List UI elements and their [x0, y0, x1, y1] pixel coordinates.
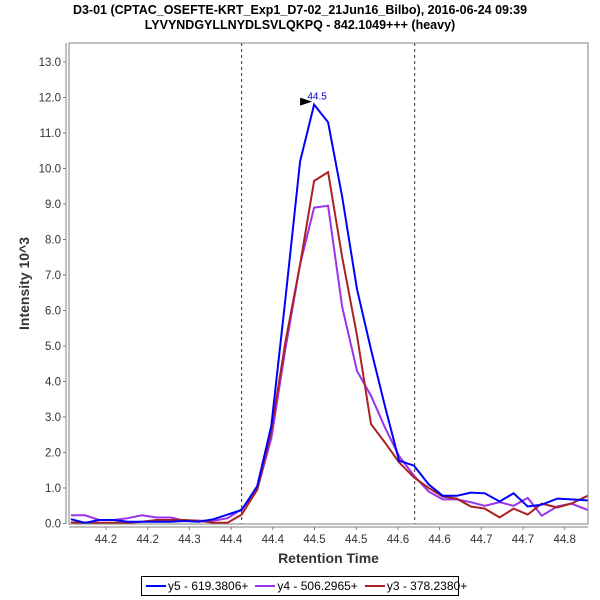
- legend: y5 - 619.3806+ y4 - 506.2965+ y3 - 378.238…: [141, 576, 467, 596]
- x-tick-label: 44.6: [428, 534, 450, 546]
- chart-title-line-2: LYVYNDGYLLNYDLSVLQKPQ - 842.1049+++ (hea…: [144, 18, 456, 32]
- legend-item-1: y5 - 619.3806+: [146, 579, 248, 593]
- legend-label: y5 - 619.3806+: [168, 579, 249, 593]
- legend-item-3: y3 - 378.2380+: [364, 579, 468, 593]
- retention-markers: [241, 43, 416, 524]
- x-tick-label: 44.2: [137, 534, 159, 546]
- x-axis-title: Retention Time: [278, 550, 379, 566]
- x-tick-label: 44.5: [345, 534, 367, 546]
- plot-area-frame: [68, 42, 589, 525]
- x-tick-label: 44.6: [387, 534, 409, 546]
- y-tick-label: 13.0: [39, 57, 61, 69]
- x-tick-label: 44.7: [470, 534, 492, 546]
- x-tick-label: 44.4: [262, 534, 285, 546]
- peak-annotation: 44.5: [300, 92, 327, 106]
- legend-label: y3 - 378.2380+: [386, 579, 468, 593]
- legend-swatch: [255, 585, 276, 587]
- chromatogram-chart: 0.0 1.0 2.0 3.0 4.0 5.0 6.0 7.0 8.0 9.0 10.0 11.0 12…: [16, 42, 589, 566]
- legend-swatch: [146, 585, 166, 587]
- y-tick-label: 11.0: [39, 128, 61, 140]
- y-axis: 0.0 1.0 2.0 3.0 4.0 5.0 6.0 7.0 8.0 9.0 10.0 11.0 12…: [39, 43, 67, 531]
- legend-swatch: [364, 585, 385, 587]
- y-tick-label: 5.0: [45, 341, 61, 353]
- series-line-3: [70, 170, 589, 524]
- x-tick-label: 44.4: [220, 534, 243, 546]
- peak-label: 44.5: [307, 92, 327, 103]
- y-tick-label: 8.0: [45, 235, 61, 247]
- y-tick-label: 0.0: [45, 519, 61, 531]
- legend-item-2: y4 - 506.2965+: [255, 579, 358, 593]
- y-tick-label: 3.0: [45, 412, 61, 424]
- y-tick-label: 7.0: [45, 270, 61, 282]
- y-tick-label: 12.0: [39, 93, 61, 105]
- legend-label: y4 - 506.2965+: [277, 579, 358, 593]
- x-tick-label: 44.2: [95, 534, 117, 546]
- y-tick-label: 6.0: [45, 306, 61, 318]
- peak-arrow-icon: [300, 97, 313, 106]
- x-tick-label: 44.5: [303, 534, 325, 546]
- y-tick-label: 1.0: [45, 483, 61, 495]
- x-axis: 44.2 44.2 44.3 44.4 44.4 44.5 44.5 44.6 44.6 44.7…: [69, 526, 588, 546]
- x-tick-label: 44.3: [178, 534, 200, 546]
- y-tick-label: 10.0: [39, 164, 61, 176]
- x-tick-label: 44.8: [554, 534, 576, 546]
- chart-title-line-1: D3-01 (CPTAC_OSEFTE-KRT_Exp1_D7-02_21Jun…: [72, 3, 528, 17]
- y-tick-label: 4.0: [45, 377, 61, 389]
- y-tick-label: 2.0: [45, 448, 61, 460]
- y-axis-title: Intensity 10^3: [16, 237, 32, 330]
- y-tick-label: 9.0: [45, 199, 61, 211]
- series-lines: [70, 102, 589, 524]
- series-line-2: [70, 204, 589, 522]
- series-line-1: [70, 102, 588, 524]
- x-tick-label: 44.7: [512, 534, 534, 546]
